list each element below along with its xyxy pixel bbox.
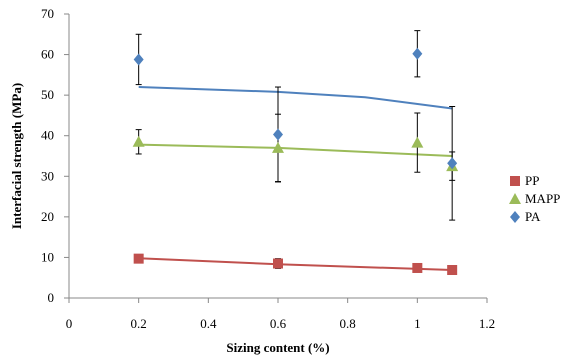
legend-marker-pa [510, 211, 520, 223]
y-tick-label: 60 [41, 47, 54, 62]
legend-marker-mapp [509, 193, 521, 204]
x-tick-label: 0.2 [131, 316, 147, 331]
y-tick-label: 50 [41, 87, 54, 102]
data-point-pp [273, 258, 283, 269]
y-tick-label: 10 [41, 249, 54, 264]
trend-lines [138, 86, 453, 271]
legend-label-mapp: MAPP [525, 191, 560, 206]
x-tick-label: 1.2 [479, 316, 495, 331]
legend-label-pa: PA [525, 209, 541, 224]
y-axis-title: Interfacial strength (MPa) [9, 83, 24, 229]
data-point-pp [412, 262, 423, 273]
trend-line-pa [138, 86, 453, 110]
y-tick-label: 20 [41, 209, 54, 224]
legend: PP MAPP PA [509, 173, 560, 224]
x-tick-labels: 0 0.2 0.4 0.6 0.8 1 1.2 [66, 316, 495, 331]
y-tick-label: 30 [41, 168, 54, 183]
x-tick-label: 0.4 [200, 316, 217, 331]
legend-label-pp: PP [525, 173, 539, 188]
y-tick-label: 70 [41, 6, 54, 21]
data-point-pp [447, 265, 458, 276]
data-point-pp [133, 253, 144, 264]
legend-marker-pp [510, 176, 520, 186]
data-point-pa [447, 157, 458, 170]
error-bars [135, 30, 456, 273]
data-point-pa [133, 53, 144, 66]
data-markers [132, 47, 459, 276]
axes [64, 13, 488, 303]
trend-line-mapp [138, 143, 453, 157]
data-point-mapp [132, 135, 145, 147]
x-axis-title: Sizing content (%) [226, 340, 329, 355]
data-point-pa [412, 47, 423, 60]
x-tick-label: 0 [66, 316, 73, 331]
data-point-mapp [272, 141, 284, 153]
trend-line-pp [138, 257, 453, 271]
x-tick-label: 0.6 [270, 316, 287, 331]
x-tick-label: 0.8 [340, 316, 356, 331]
y-tick-label: 0 [48, 290, 55, 305]
y-tick-labels: 0 10 20 30 40 50 60 70 [41, 6, 54, 305]
y-tick-label: 40 [41, 128, 54, 143]
data-point-mapp [411, 136, 424, 148]
data-point-pa [273, 128, 283, 141]
x-tick-label: 1 [414, 316, 421, 331]
